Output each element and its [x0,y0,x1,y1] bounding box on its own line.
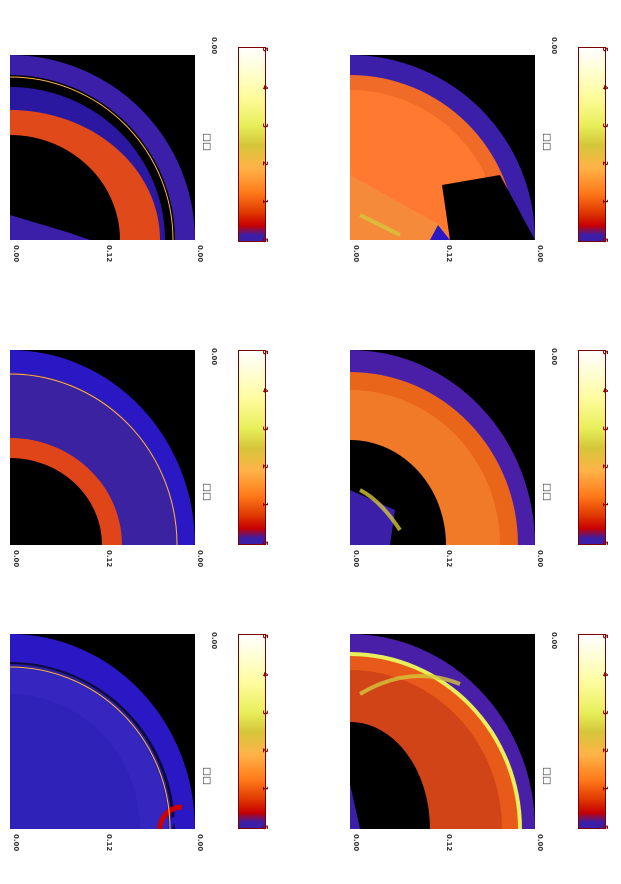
colorbar-tick: 4 [261,672,269,677]
colorbar-tick: 2 [261,464,269,469]
colorbar-gradient [238,350,266,545]
panel-4: 5 4 3 2 1 -5 0.00 0.12 0.00 0.00 ☐☐ [350,348,621,600]
density-map-1 [9,634,195,830]
colorbar-tick: -5 [601,235,609,243]
axis-glyph: ☐☐ [200,483,211,501]
colorbar-tick: -5 [261,538,269,546]
panel-2: 5 4 3 2 1 -5 0.00 0.12 0.00 0.00 ☐☐ [350,632,621,884]
colorbar-tick: 3 [601,123,609,128]
colorbar-tick: 5 [261,634,269,639]
density-map-5 [9,55,195,241]
colorbar-1: 5 4 3 2 1 -5 [238,634,278,830]
corner-tick: 0.00 [550,37,558,55]
colorbar-tick: 1 [261,502,269,507]
colorbar-tick: 1 [261,786,269,791]
axis-tick: 0.12 [445,550,453,568]
axis-tick: 0.12 [105,550,113,568]
colorbar-tick: 1 [601,502,609,507]
colorbar-tick: 5 [601,350,609,355]
colorbar-tick: 1 [601,199,609,204]
corner-tick: 0.00 [210,632,218,650]
axis-tick: 0.12 [105,834,113,852]
colorbar-tick: 2 [601,161,609,166]
colorbar-3: 5 4 3 2 1 -5 [238,350,278,546]
panel-6: 5 4 3 2 1 -5 0.00 0.12 0.00 0.00 ☐☐ [350,37,621,305]
colorbar-gradient [238,634,266,829]
colorbar-4: 5 4 3 2 1 -5 [578,350,618,546]
axis-tick: 0.00 [536,550,544,568]
colorbar-tick: -5 [261,235,269,243]
density-map-4 [350,350,535,545]
colorbar-tick: 5 [261,350,269,355]
colorbar-2: 5 4 3 2 1 -5 [578,634,618,830]
colorbar-tick: 3 [261,710,269,715]
panel-3: 5 4 3 2 1 -5 0.00 0.12 0.00 0.00 ☐☐ [9,348,300,600]
colorbar-6: 5 4 3 2 1 -5 [578,47,618,243]
axis-glyph: ☐☐ [540,767,551,785]
colorbar-tick: 3 [601,710,609,715]
colorbar-gradient [578,634,606,829]
corner-tick: 0.00 [210,348,218,366]
axis-tick: 0.00 [536,834,544,852]
axis-tick: 0.00 [352,550,360,568]
axis-tick: 0.00 [12,245,20,263]
axis-glyph: ☐☐ [200,767,211,785]
colorbar-tick: 5 [261,47,269,52]
corner-tick: 0.00 [550,632,558,650]
density-map-2 [350,634,535,829]
colorbar-tick: 1 [601,786,609,791]
axis-tick: 0.00 [196,550,204,568]
density-map-3 [9,350,195,546]
axis-tick: 0.00 [352,834,360,852]
colorbar-tick: -5 [601,538,609,546]
colorbar-tick: 2 [601,464,609,469]
axis-glyph: ☐☐ [200,133,211,151]
colorbar-tick: 2 [261,161,269,166]
colorbar-tick: 4 [601,388,609,393]
colorbar-tick: 3 [261,123,269,128]
colorbar-gradient [578,47,606,242]
colorbar-tick: 2 [601,748,609,753]
colorbar-tick: 5 [601,47,609,52]
colorbar-5: 5 4 3 2 1 -5 [238,47,278,243]
colorbar-gradient [238,47,266,242]
colorbar-tick: 5 [601,634,609,639]
colorbar-tick: -5 [601,822,609,830]
axis-tick: 0.12 [445,834,453,852]
axis-tick: 0.00 [536,245,544,263]
colorbar-gradient [578,350,606,545]
colorbar-tick: -5 [261,822,269,830]
axis-tick: 0.00 [196,245,204,263]
panel-1: 5 4 3 2 1 -5 0.00 0.12 0.00 0.00 ☐☐ [9,632,300,884]
panel-5: 5 4 3 2 1 -5 0.00 0.12 0.00 0.00 ☐☐ [9,37,300,305]
axis-tick: 0.00 [352,245,360,263]
colorbar-tick: 2 [261,748,269,753]
axis-tick: 0.00 [12,834,20,852]
corner-tick: 0.00 [550,348,558,366]
colorbar-tick: 4 [601,85,609,90]
axis-glyph: ☐☐ [540,133,551,151]
axis-tick: 0.00 [196,834,204,852]
colorbar-tick: 4 [261,388,269,393]
colorbar-tick: 1 [261,199,269,204]
axis-tick: 0.00 [12,550,20,568]
colorbar-tick: 3 [601,426,609,431]
corner-tick: 0.00 [210,37,218,55]
density-map-6 [350,55,535,240]
colorbar-tick: 4 [261,85,269,90]
axis-glyph: ☐☐ [540,483,551,501]
colorbar-tick: 3 [261,426,269,431]
axis-tick: 0.12 [445,245,453,263]
axis-tick: 0.12 [105,245,113,263]
colorbar-tick: 4 [601,672,609,677]
